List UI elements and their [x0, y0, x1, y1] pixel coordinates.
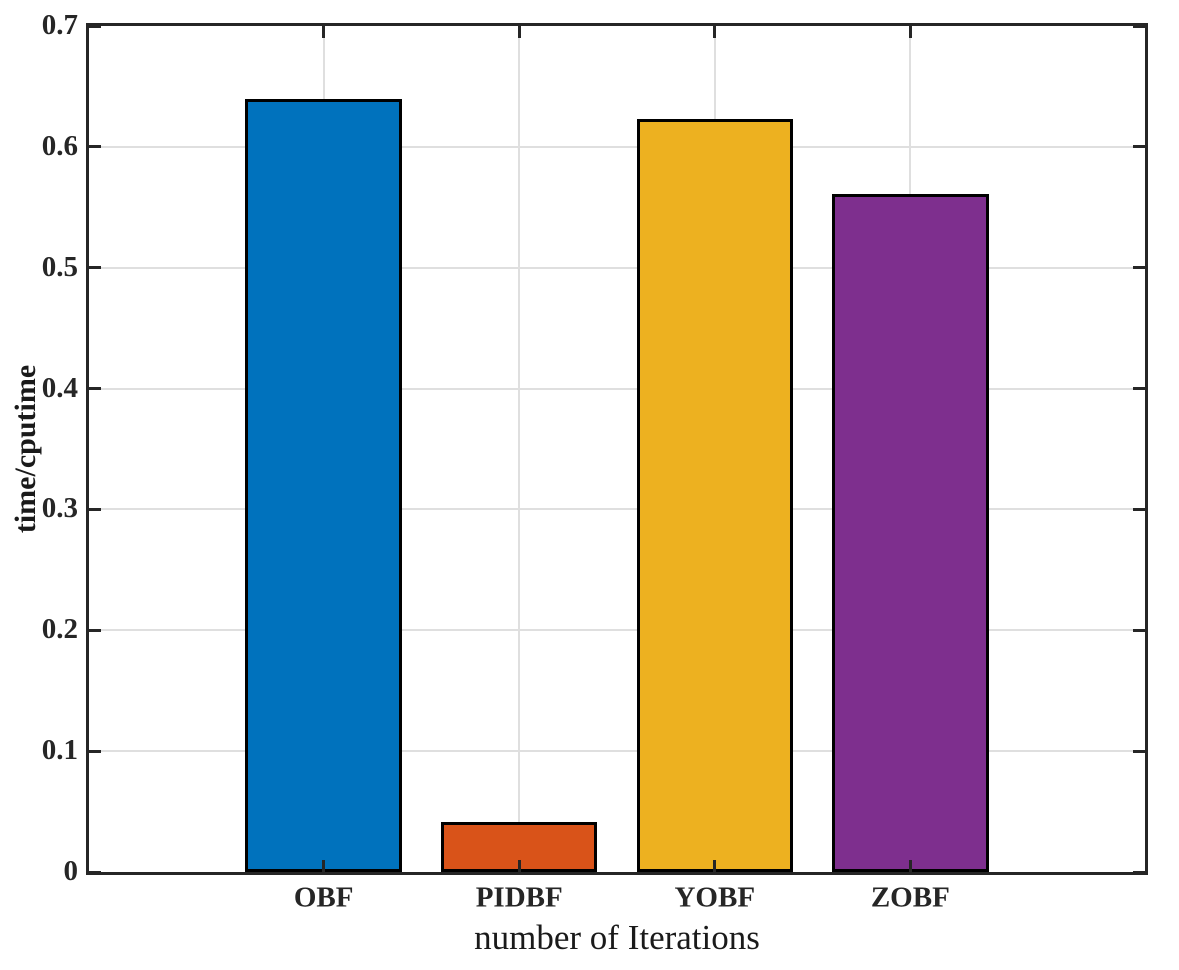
x-category-label-yobf: YOBF — [674, 881, 756, 914]
x-category-label-pidbf: PIDBF — [475, 881, 563, 914]
y-tick-label: 0 — [63, 854, 79, 887]
y-gridline — [89, 750, 1145, 753]
x-axis-label: number of Iterations — [474, 918, 760, 957]
bar-obf — [245, 98, 402, 872]
x-tick-top — [322, 26, 326, 38]
x-tick-bottom — [908, 860, 912, 872]
x-category-label-obf: OBF — [293, 881, 354, 914]
y-tick-left — [89, 266, 101, 270]
y-tick-right — [1133, 749, 1145, 753]
y-tick-right — [1133, 628, 1145, 632]
y-tick-left — [89, 387, 101, 391]
y-tick-label: 0.4 — [41, 371, 78, 404]
x-tick-bottom — [713, 860, 717, 872]
y-tick-label: 0.1 — [41, 734, 78, 767]
y-tick-right — [1133, 145, 1145, 149]
bar-zobf — [832, 194, 989, 872]
y-gridline — [89, 508, 1145, 511]
y-tick-left — [89, 749, 101, 753]
y-tick-left — [89, 145, 101, 149]
y-tick-label: 0.3 — [41, 492, 78, 525]
plot-inner — [89, 24, 1145, 874]
y-tick-right — [1133, 387, 1145, 391]
y-tick-right — [1133, 507, 1145, 511]
x-gridline — [518, 26, 521, 872]
x-tick-bottom — [322, 860, 326, 872]
y-gridline — [89, 145, 1145, 148]
x-tick-top — [908, 26, 912, 38]
y-tick-left — [89, 507, 101, 511]
y-tick-right — [1133, 870, 1145, 874]
plot-area — [86, 23, 1148, 875]
y-tick-label: 0.5 — [41, 250, 78, 283]
y-tick-label: 0.6 — [41, 129, 78, 162]
x-tick-bottom — [517, 860, 521, 872]
y-tick-left — [89, 870, 101, 874]
y-tick-left — [89, 24, 101, 28]
y-tick-right — [1133, 24, 1145, 28]
x-category-label-zobf: ZOBF — [870, 881, 950, 914]
x-tick-top — [713, 26, 717, 38]
y-gridline — [89, 629, 1145, 632]
bar-yobf — [636, 119, 793, 872]
x-tick-top — [517, 26, 521, 38]
y-tick-right — [1133, 266, 1145, 270]
y-gridline — [89, 266, 1145, 269]
y-tick-label: 0.2 — [41, 613, 78, 646]
y-gridline — [89, 387, 1145, 390]
y-tick-left — [89, 628, 101, 632]
y-tick-label: 0.7 — [41, 8, 78, 41]
